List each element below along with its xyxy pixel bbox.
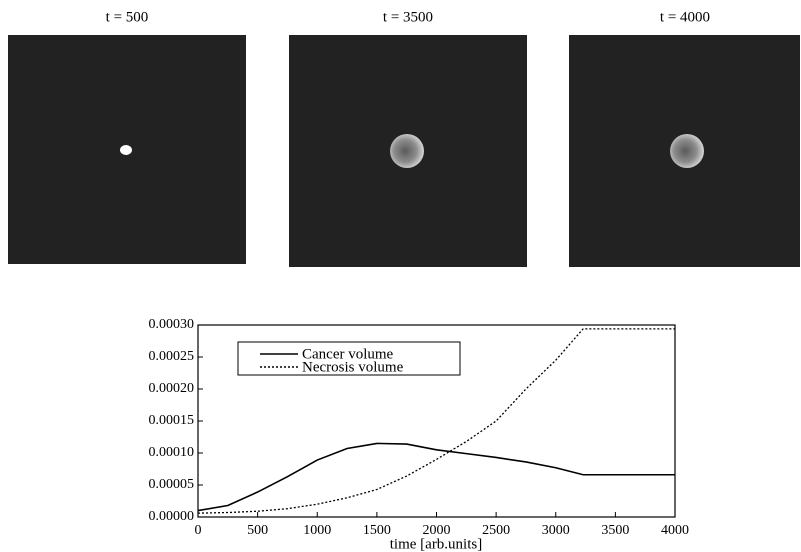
x-tick-label: 1000 bbox=[303, 523, 331, 538]
x-tick-label: 3500 bbox=[601, 523, 629, 538]
tumor bbox=[390, 134, 424, 168]
tumor bbox=[670, 134, 704, 168]
x-axis-label: time [arb.units] bbox=[390, 536, 482, 552]
panel-title: t = 4000 bbox=[660, 9, 710, 25]
x-tick-label: 0 bbox=[195, 523, 202, 538]
x-tick-label: 3000 bbox=[542, 523, 570, 538]
legend-label: Cancer volume bbox=[302, 346, 394, 362]
y-tick-label: 0.00005 bbox=[149, 477, 195, 492]
tumor bbox=[120, 145, 132, 155]
series-line bbox=[197, 442, 675, 512]
y-tick-label: 0.00030 bbox=[149, 317, 195, 332]
legend-box bbox=[237, 341, 461, 376]
x-tick-label: 500 bbox=[247, 523, 268, 538]
chart: time [arb.units] 0.00000 0.00005 0.00010 0.… bbox=[149, 317, 690, 552]
x-tick-label: 4000 bbox=[661, 523, 689, 538]
legend-label: Necrosis volume bbox=[302, 359, 404, 375]
series-line bbox=[197, 328, 675, 514]
panel-title: t = 3500 bbox=[383, 9, 433, 25]
y-tick-label: 0.00000 bbox=[149, 509, 195, 524]
panel-title: t = 500 bbox=[106, 9, 149, 25]
x-tick-label: 2500 bbox=[482, 523, 510, 538]
y-tick-label: 0.00025 bbox=[149, 349, 195, 364]
x-tick-label: 1500 bbox=[363, 523, 391, 538]
y-tick-label: 0.00010 bbox=[149, 445, 195, 460]
y-tick-label: 0.00015 bbox=[149, 413, 195, 428]
x-tick-label: 2000 bbox=[423, 523, 451, 538]
y-tick-label: 0.00020 bbox=[149, 381, 195, 396]
